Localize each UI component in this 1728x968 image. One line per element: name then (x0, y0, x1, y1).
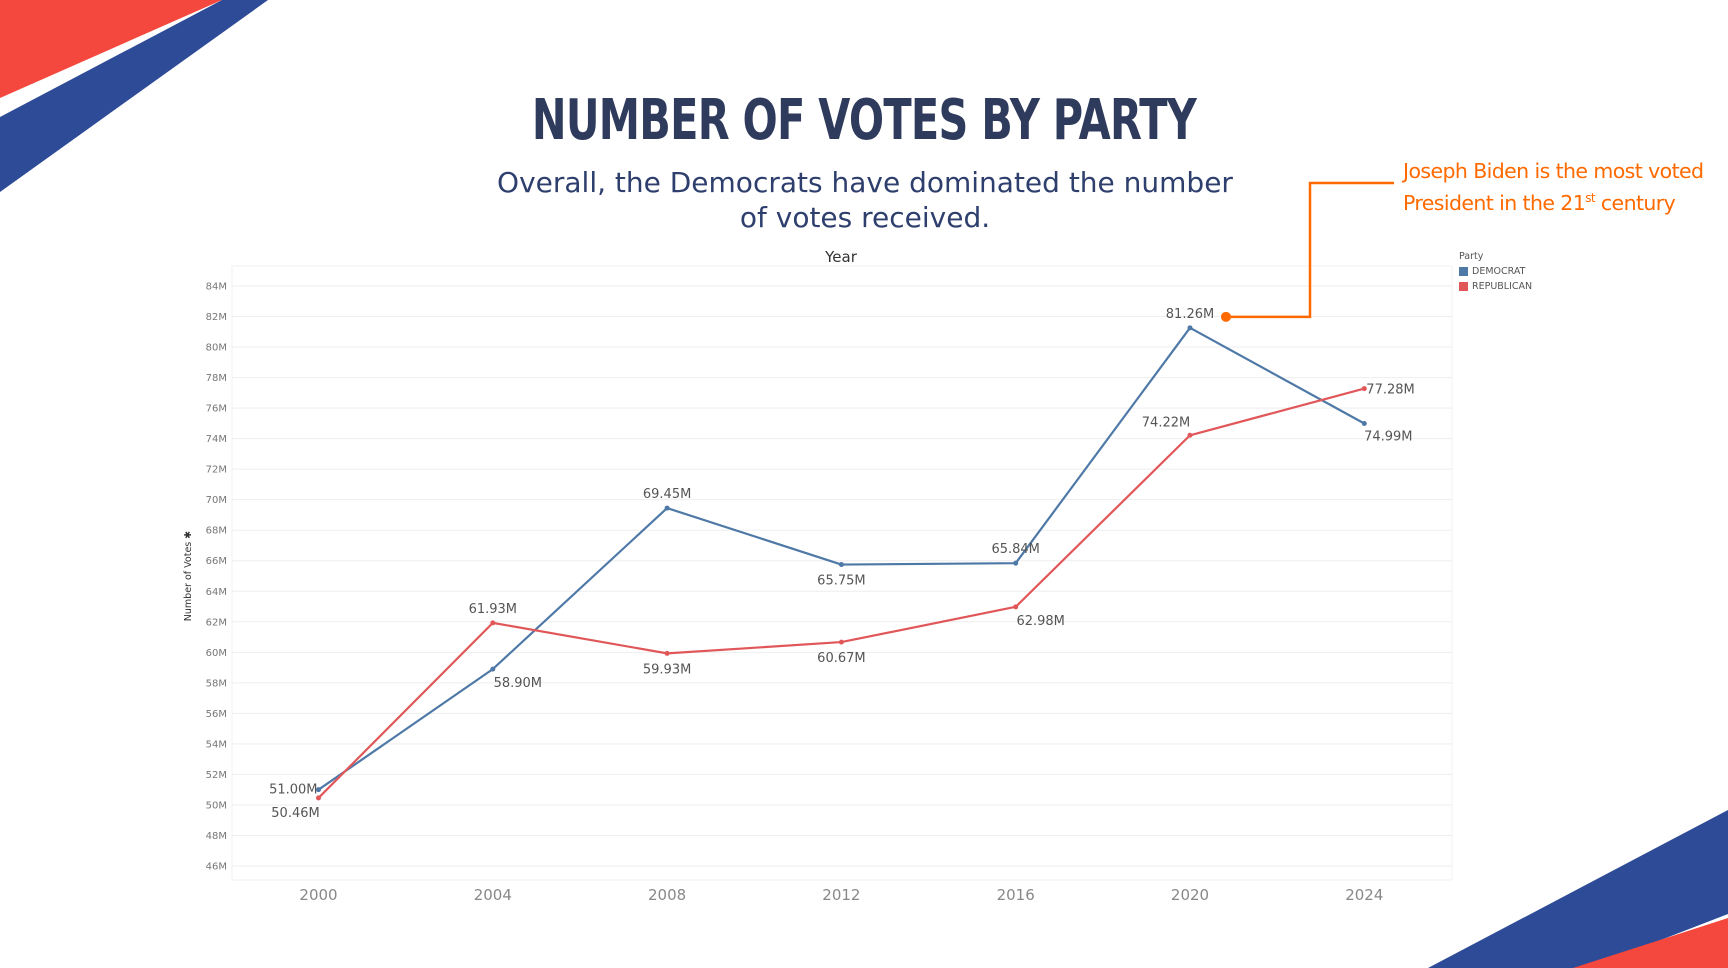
chart-legend: Party DEMOCRAT REPUBLICAN (1459, 251, 1532, 294)
data-point (664, 650, 670, 656)
x-tick-label: 2024 (1345, 886, 1383, 904)
data-point (316, 795, 321, 801)
y-tick-label: 54M (206, 739, 227, 750)
bottom-right-red-stripe (1573, 918, 1728, 968)
x-tick-label: 2016 (997, 886, 1035, 904)
callout-line-2: President in the 21st century (1403, 190, 1676, 215)
data-point (664, 505, 670, 511)
data-point (1187, 325, 1193, 331)
data-point (1361, 386, 1367, 392)
x-tick-label: 2000 (299, 886, 337, 904)
data-point (1013, 560, 1019, 566)
y-tick-label: 64M (206, 587, 227, 598)
bottom-right-blue-stripe (1428, 810, 1728, 968)
data-label: 51.00M (269, 783, 317, 798)
x-tick-label: 2004 (474, 886, 512, 904)
data-label: 62.98M (1016, 614, 1064, 629)
y-tick-label: 78M (206, 373, 227, 384)
data-label: 74.22M (1142, 415, 1190, 430)
y-tick-label: 60M (206, 648, 227, 659)
y-tick-label: 46M (206, 862, 227, 873)
data-point (838, 639, 844, 645)
y-tick-label: 74M (206, 434, 227, 445)
data-label: 60.67M (817, 651, 865, 666)
y-tick-label: 62M (206, 617, 227, 628)
y-axis-label: Number of Votes ✱ (183, 531, 194, 621)
data-label: 58.90M (494, 676, 542, 691)
data-point (1187, 432, 1193, 438)
y-tick-label: 66M (206, 556, 227, 567)
data-label: 81.26M (1166, 307, 1214, 322)
data-label: 59.93M (643, 662, 691, 677)
data-label: 50.46M (271, 806, 319, 821)
top-left-blue-stripe (0, 0, 268, 192)
y-tick-label: 80M (206, 343, 227, 354)
chart-title: Year (824, 248, 858, 266)
y-tick-label: 68M (206, 526, 227, 537)
y-tick-label: 70M (206, 495, 227, 506)
y-tick-label: 76M (206, 404, 227, 415)
slide-subtitle: Overall, the Democrats have dominated th… (497, 166, 1233, 234)
legend-item-democrat: DEMOCRAT (1459, 264, 1532, 279)
series-line-democrat (317, 326, 1365, 791)
data-point (1361, 421, 1367, 427)
top-left-stripes (0, 0, 268, 192)
legend-item-republican: REPUBLICAN (1459, 279, 1532, 294)
x-tick-label: 2008 (648, 886, 686, 904)
data-label: 65.84M (991, 542, 1039, 557)
y-tick-label: 52M (206, 770, 227, 781)
legend-label-republican: REPUBLICAN (1472, 281, 1533, 292)
data-label: 61.93M (469, 602, 517, 617)
y-tick-label: 72M (206, 465, 227, 476)
y-tick-label: 48M (206, 831, 227, 842)
data-label: 65.75M (817, 574, 865, 589)
legend-title: Party (1459, 251, 1484, 262)
y-tick-label: 56M (206, 709, 227, 720)
legend-swatch-republican (1459, 282, 1468, 291)
legend-swatch-democrat (1459, 267, 1468, 276)
data-label: 69.45M (643, 487, 691, 502)
callout-connector (1226, 181, 1394, 319)
data-point (316, 787, 321, 793)
data-point (490, 620, 496, 626)
data-label: 77.28M (1366, 383, 1414, 398)
y-tick-label: 58M (206, 678, 227, 689)
y-tick-label: 84M (206, 282, 227, 293)
y-tick-label: 50M (206, 800, 227, 811)
slide-title: NUMBER OF VOTES BY PARTY (531, 88, 1197, 153)
bottom-right-stripes (1428, 810, 1728, 968)
series-line-republican (317, 387, 1365, 799)
data-point (838, 562, 844, 568)
data-point (490, 666, 496, 672)
x-tick-label: 2020 (1171, 886, 1209, 904)
data-label: 74.99M (1364, 430, 1412, 445)
y-tick-label: 82M (206, 312, 227, 323)
callout-line-1: Joseph Biden is the most voted (1403, 159, 1704, 183)
x-tick-label: 2012 (822, 886, 860, 904)
callout-dot (1221, 311, 1231, 322)
top-left-red-stripe (0, 0, 222, 98)
legend-label-democrat: DEMOCRAT (1472, 266, 1526, 277)
plot-frame (231, 265, 1453, 881)
callout-text: Joseph Biden is the most voted President… (1403, 158, 1728, 217)
data-point (1013, 604, 1019, 610)
